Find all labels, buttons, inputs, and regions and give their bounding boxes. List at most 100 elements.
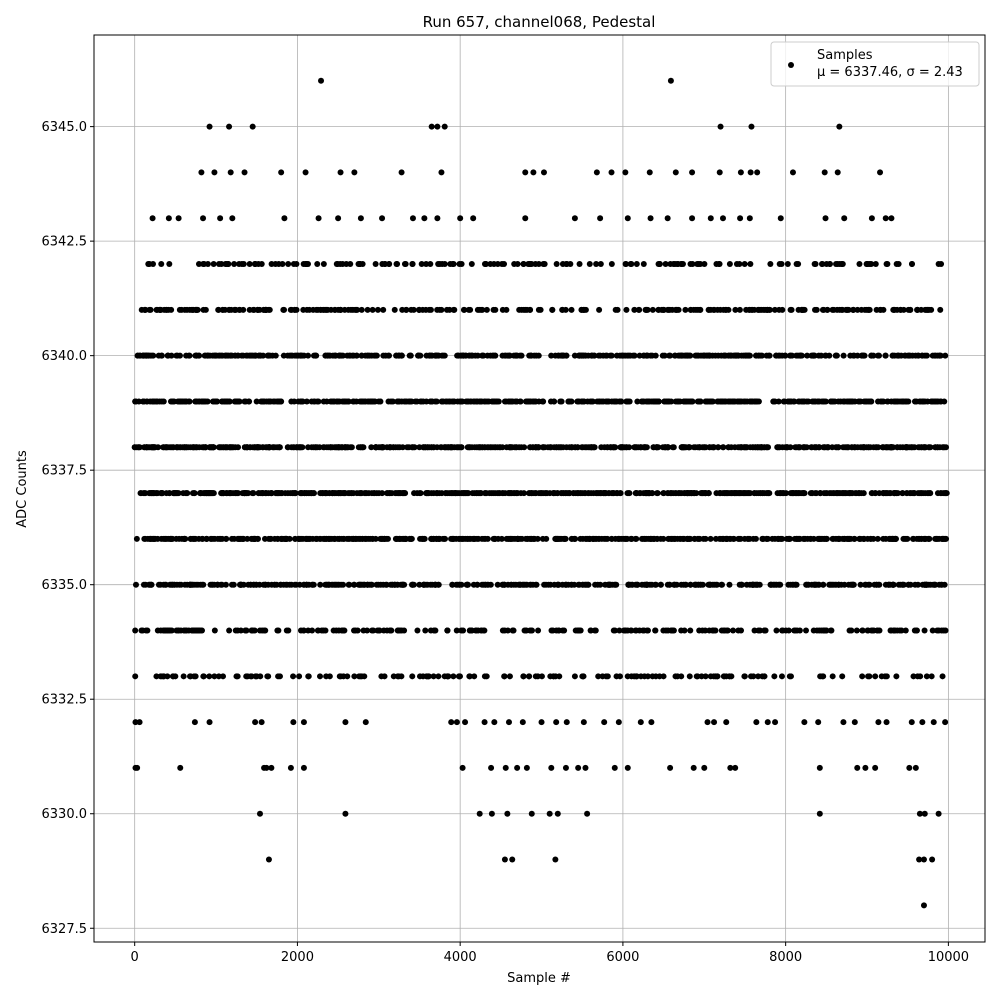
data-point — [394, 398, 401, 405]
data-point — [358, 306, 365, 313]
data-point — [140, 490, 147, 497]
data-point — [171, 490, 178, 497]
data-point — [672, 352, 679, 359]
data-point — [227, 444, 234, 451]
data-point — [369, 306, 376, 313]
data-point — [317, 673, 324, 680]
data-point — [200, 490, 207, 497]
data-point — [776, 444, 783, 451]
data-point — [721, 627, 728, 634]
data-point — [727, 764, 734, 771]
data-point — [368, 352, 375, 359]
data-point — [150, 261, 157, 268]
data-point — [941, 444, 948, 451]
data-point — [662, 261, 669, 268]
data-point — [664, 215, 671, 222]
data-point — [601, 719, 608, 726]
data-point — [318, 77, 325, 84]
data-point — [631, 444, 638, 451]
data-point — [147, 352, 154, 359]
data-point — [567, 261, 574, 268]
data-point — [283, 627, 290, 634]
data-point — [908, 261, 915, 268]
data-point — [305, 627, 312, 634]
data-point — [368, 444, 375, 451]
data-point — [452, 490, 459, 497]
y-tick-label: 6345.0 — [42, 120, 88, 135]
data-point — [833, 444, 840, 451]
data-point — [800, 490, 807, 497]
data-point — [242, 627, 249, 634]
data-point — [427, 306, 434, 313]
data-point — [191, 719, 198, 726]
data-point — [336, 352, 343, 359]
data-point — [231, 261, 238, 268]
data-point — [275, 627, 282, 634]
data-point — [418, 261, 425, 268]
data-point — [176, 535, 183, 542]
data-point — [937, 306, 944, 313]
data-point — [822, 352, 829, 359]
data-point — [889, 352, 896, 359]
data-point — [933, 535, 940, 542]
data-point — [549, 306, 556, 313]
data-point — [847, 535, 854, 542]
data-point — [467, 398, 474, 405]
data-point — [608, 352, 615, 359]
data-point — [317, 581, 324, 588]
data-point — [672, 261, 679, 268]
data-point — [360, 627, 367, 634]
data-point — [840, 352, 847, 359]
data-point — [474, 581, 481, 588]
data-point — [648, 719, 655, 726]
data-point — [597, 261, 604, 268]
data-point — [900, 306, 907, 313]
data-point — [394, 444, 401, 451]
data-point — [935, 261, 942, 268]
data-point — [687, 581, 694, 588]
data-point — [597, 581, 604, 588]
data-point — [816, 764, 823, 771]
data-point — [720, 535, 727, 542]
data-point — [553, 261, 560, 268]
data-point — [214, 535, 221, 542]
data-point — [521, 444, 528, 451]
data-point — [834, 490, 841, 497]
data-point — [200, 306, 207, 313]
data-point — [878, 673, 885, 680]
data-point — [919, 352, 926, 359]
data-point — [460, 627, 467, 634]
data-point — [409, 581, 416, 588]
data-point — [494, 581, 501, 588]
data-point — [787, 490, 794, 497]
data-point — [738, 581, 745, 588]
data-point — [633, 261, 640, 268]
data-point — [855, 490, 862, 497]
data-point — [603, 673, 610, 680]
data-point — [427, 261, 434, 268]
data-point — [646, 169, 653, 176]
data-point — [155, 581, 162, 588]
data-point — [818, 261, 825, 268]
data-point — [158, 352, 165, 359]
data-point — [287, 764, 294, 771]
data-point — [865, 306, 872, 313]
data-point — [745, 490, 752, 497]
data-point — [504, 810, 511, 817]
data-point — [329, 490, 336, 497]
data-point — [555, 581, 562, 588]
data-point — [916, 810, 923, 817]
data-point — [939, 535, 946, 542]
data-point — [548, 627, 555, 634]
data-point — [382, 581, 389, 588]
data-point — [223, 535, 230, 542]
data-point — [303, 581, 310, 588]
data-point — [569, 444, 576, 451]
data-point — [427, 581, 434, 588]
y-tick-label: 6342.5 — [42, 235, 88, 250]
data-point — [154, 398, 161, 405]
data-point — [424, 673, 431, 680]
data-point — [453, 581, 460, 588]
data-point — [253, 398, 260, 405]
data-point — [298, 490, 305, 497]
